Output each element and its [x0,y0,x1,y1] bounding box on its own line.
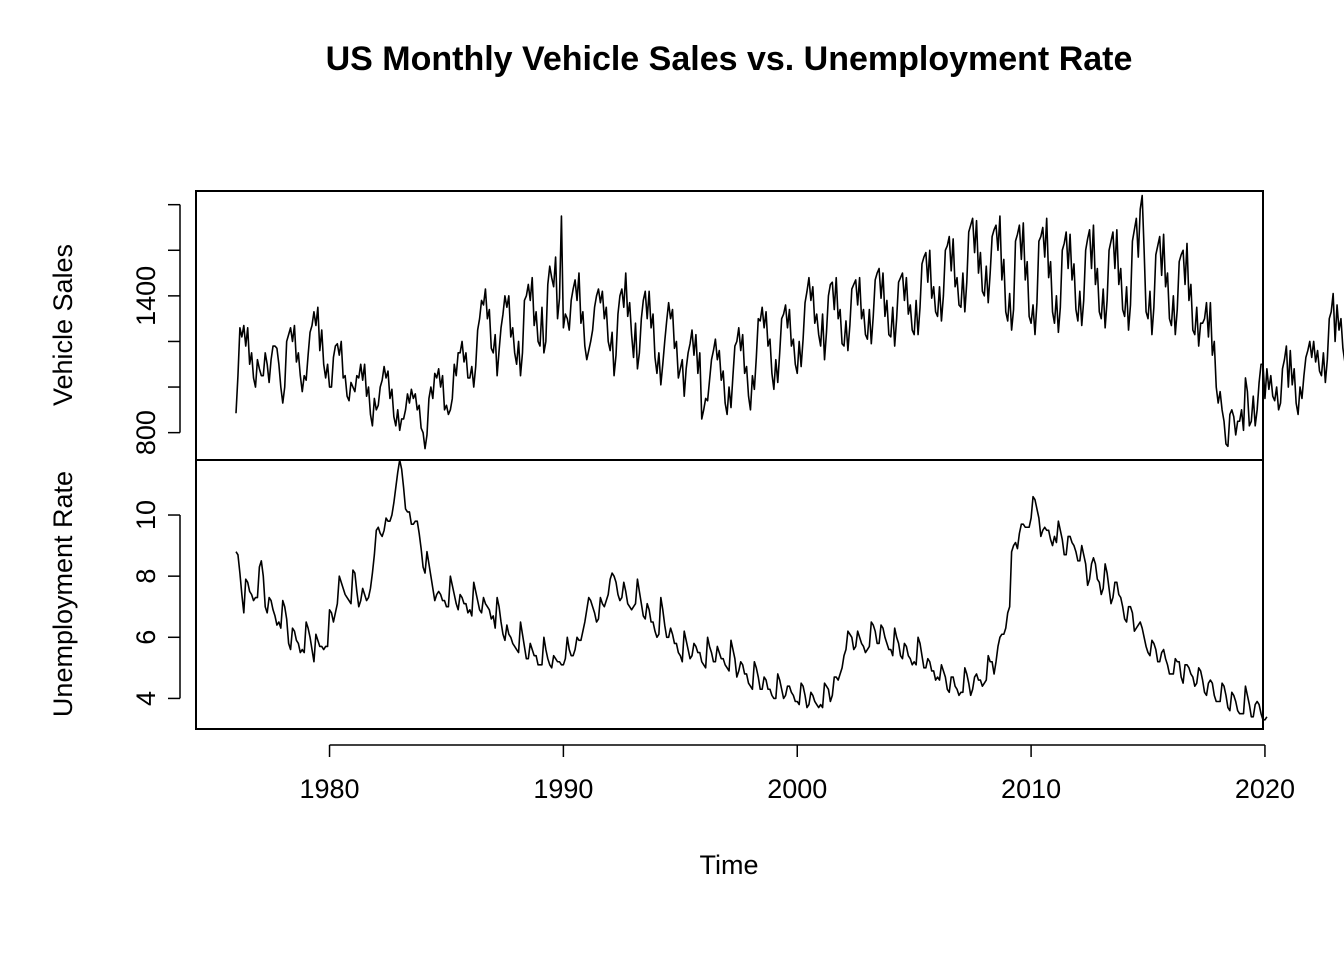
top-panel-frame [195,190,1264,461]
vehicle-sales-line [235,194,1344,450]
vehicle-sales-axis-label: Vehicle Sales [48,244,78,406]
time-x-axis: 1980 1990 2000 2010 2020 [300,744,1295,804]
x-tick-label: 2000 [767,774,827,804]
y-tick-label: 1400 [131,266,161,326]
unemployment-axis-label: Unemployment Rate [48,471,78,717]
y-tick-label: 8 [131,569,161,584]
y-tick-label: 4 [131,691,161,706]
x-tick-label: 2020 [1235,774,1295,804]
vehicle-sales-y-axis: 800 1400 [131,203,181,455]
x-tick-label: 1980 [300,774,360,804]
unemployment-series [235,459,1268,721]
vehicle-sales-series [235,194,1344,450]
unemployment-y-axis: 4 6 8 10 [131,500,181,706]
unemployment-line [235,459,1268,721]
bottom-panel-frame [195,459,1264,730]
y-tick-label: 10 [131,500,161,530]
time-axis-label: Time [700,850,759,880]
x-tick-label: 1990 [533,774,593,804]
y-tick-label: 6 [131,630,161,645]
x-tick-label: 2010 [1001,774,1061,804]
y-tick-label: 800 [131,410,161,455]
chart-title: US Monthly Vehicle Sales vs. Unemploymen… [326,40,1133,78]
